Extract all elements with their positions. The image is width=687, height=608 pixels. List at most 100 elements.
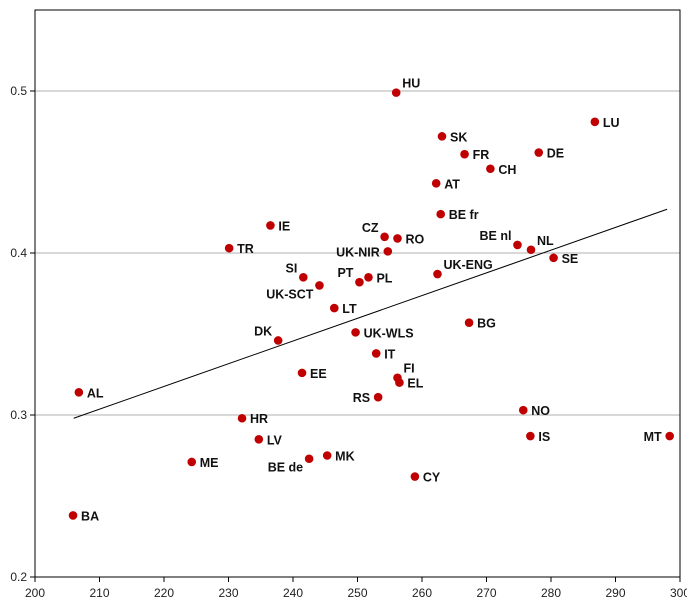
trendline [73,208,668,419]
x-tick-label: 200 [25,586,45,600]
data-label-lv: LV [267,433,283,447]
data-label-pt: PT [337,266,353,280]
data-point-de [534,148,544,157]
data-point-hu [391,88,401,97]
y-tick-label: 0.4 [10,246,27,260]
data-label-hu: HU [402,77,420,91]
data-label-me: ME [200,456,219,470]
plot-area-frame [34,9,681,578]
data-label-hr: HR [250,412,268,426]
data-label-mt: MT [644,430,662,444]
data-point-bg [464,318,474,327]
data-label-ie: IE [278,219,290,233]
data-label-be-nl: BE nl [480,229,512,243]
data-label-at: AT [444,177,460,191]
data-label-cy: CY [423,471,441,485]
y-tick-label: 0.3 [10,408,27,422]
y-axis-ticks: 0.2 0.3 0.4 0.5 [10,84,35,584]
data-label-it: IT [384,347,395,361]
data-point-nl [526,245,536,255]
data-point-el [395,378,404,387]
data-point-al [74,388,84,397]
data-point-uk-sct [315,281,324,290]
data-label-mk: MK [335,450,354,464]
data-point-be-de [304,454,314,464]
x-tick-label: 240 [283,586,303,600]
data-label-pl: PL [376,271,392,285]
data-point-ch [486,164,495,174]
data-label-al: AL [87,386,104,400]
y-tick-label: 0.5 [10,84,27,98]
data-points [68,88,674,520]
data-label-si: SI [286,261,298,275]
point-labels: HU LU SK FR DE CH AT BE fr IE CZ RO BE nl NL TR UK-NIR… [81,77,662,524]
x-tick-label: 250 [347,586,367,600]
data-label-lu: LU [603,116,620,130]
x-tick-label: 210 [89,586,109,600]
data-label-rs: RS [353,391,370,405]
data-point-rs [373,392,383,402]
data-label-uk-wls: UK-WLS [364,326,414,340]
data-point-dk [273,336,283,345]
grid-lines [35,90,680,416]
data-point-be-fr [436,209,446,219]
data-label-el: EL [407,377,423,391]
x-tick-label: 220 [154,586,174,600]
data-label-fr: FR [473,148,490,162]
data-point-lu [590,117,600,127]
data-point-be-nl [513,240,522,250]
data-point-tr [224,243,234,253]
data-point-mk [322,451,332,460]
data-label-nl: NL [537,234,554,248]
x-tick-label: 290 [605,586,625,600]
data-point-cz [380,232,389,242]
data-label-se: SE [562,252,579,266]
data-point-it [371,349,381,358]
data-point-uk-nir [383,247,393,256]
data-label-tr: TR [237,242,254,256]
data-point-pt [355,277,364,287]
data-point-no [518,405,528,415]
x-tick-label: 270 [476,586,496,600]
data-point-ie [266,221,275,230]
data-label-be-de: BE de [268,461,303,475]
data-point-si [299,273,308,282]
x-tick-label: 300 [670,586,687,600]
data-point-cy [410,472,420,481]
data-point-lv [254,435,264,444]
data-label-fi: FI [403,362,414,376]
data-point-at [431,179,441,188]
data-label-bg: BG [477,317,496,331]
data-point-uk-eng [433,269,442,279]
data-label-ba: BA [81,509,99,523]
x-tick-label: 230 [218,586,238,600]
data-point-pl [364,273,373,282]
data-label-no: NO [531,404,550,418]
data-point-fr [460,149,469,159]
x-axis-ticks: 200 210 220 230 240 250 260 270 280 290 300 [25,577,687,600]
data-label-de: DE [547,147,564,161]
data-point-ee [297,368,307,378]
data-point-lt [329,303,339,313]
data-label-uk-nir: UK-NIR [336,245,380,259]
data-label-cz: CZ [362,221,379,235]
data-label-sk: SK [450,130,467,144]
data-label-uk-sct: UK-SCT [266,287,314,301]
x-tick-label: 260 [412,586,432,600]
data-label-ch: CH [498,163,516,177]
data-point-ro [393,234,402,243]
data-point-uk-wls [351,328,360,337]
y-tick-label: 0.2 [10,570,27,584]
data-point-me [187,457,197,467]
data-point-mt [665,431,674,441]
data-label-is: IS [538,430,550,444]
data-point-hr [237,413,247,423]
trendline-group [73,208,668,419]
data-point-se [549,253,558,263]
data-point-is [526,431,535,441]
data-label-ro: RO [405,232,424,246]
data-point-ba [68,511,78,520]
data-label-lt: LT [342,302,357,316]
data-label-be-fr: BE fr [449,208,479,222]
